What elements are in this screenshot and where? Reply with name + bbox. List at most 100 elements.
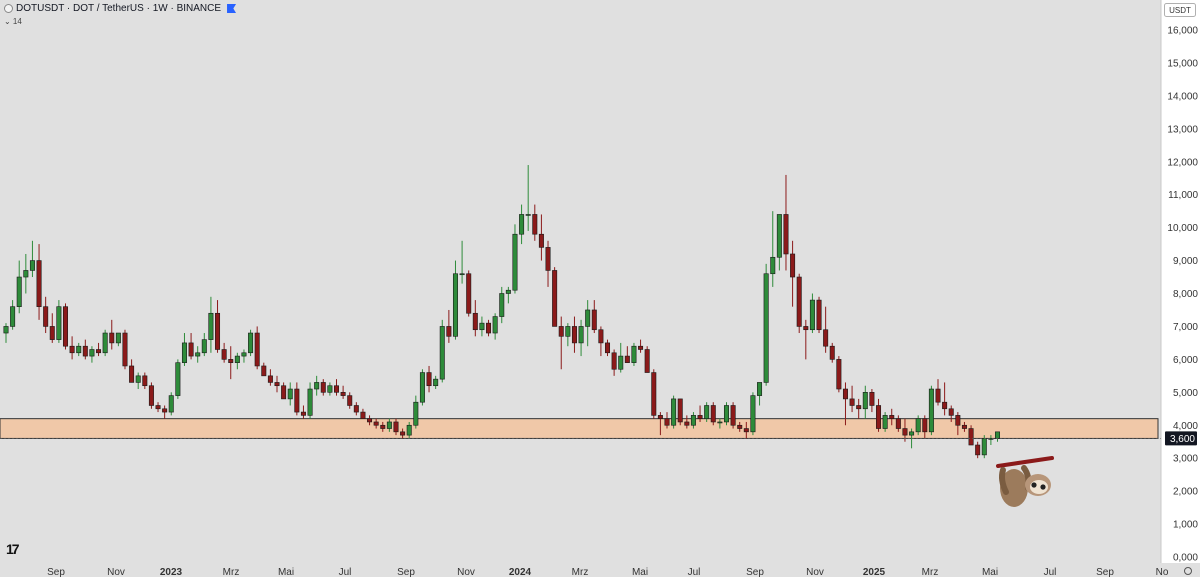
candle[interactable] <box>611 349 617 376</box>
candle[interactable] <box>274 375 280 393</box>
candle[interactable] <box>340 385 346 399</box>
candle[interactable] <box>294 382 300 416</box>
candle[interactable] <box>221 342 227 363</box>
candle[interactable] <box>195 346 201 363</box>
candle[interactable] <box>763 263 769 386</box>
candle[interactable] <box>717 418 723 429</box>
candle[interactable] <box>426 365 432 393</box>
candle[interactable] <box>631 342 637 366</box>
currency-badge[interactable]: USDT <box>1164 3 1196 17</box>
candle[interactable] <box>479 316 485 337</box>
candle[interactable] <box>162 405 168 419</box>
candle[interactable] <box>988 435 994 446</box>
candle[interactable] <box>961 421 967 432</box>
candle[interactable] <box>909 428 915 449</box>
candle[interactable] <box>433 375 439 390</box>
candle[interactable] <box>723 402 729 426</box>
candle[interactable] <box>942 382 948 416</box>
candle[interactable] <box>697 405 703 422</box>
candle[interactable] <box>373 418 379 429</box>
candle[interactable] <box>23 253 29 294</box>
candle[interactable] <box>558 316 564 370</box>
candle[interactable] <box>842 382 848 426</box>
candle[interactable] <box>333 379 339 396</box>
candle[interactable] <box>228 346 234 380</box>
candle[interactable] <box>307 382 313 419</box>
candle[interactable] <box>320 379 326 396</box>
candle[interactable] <box>109 319 115 350</box>
candle[interactable] <box>76 342 82 357</box>
support-zone[interactable] <box>0 418 1159 439</box>
candle[interactable] <box>135 372 141 390</box>
candle[interactable] <box>790 240 796 307</box>
candle[interactable] <box>829 342 835 363</box>
candle[interactable] <box>770 211 776 287</box>
candle[interactable] <box>532 204 538 241</box>
candle[interactable] <box>836 356 842 393</box>
candle[interactable] <box>902 418 908 442</box>
candle[interactable] <box>657 412 663 436</box>
candle[interactable] <box>201 333 207 357</box>
candle[interactable] <box>115 332 121 347</box>
candle[interactable] <box>624 346 630 363</box>
candle[interactable] <box>353 402 359 416</box>
candle[interactable] <box>876 398 882 432</box>
candle[interactable] <box>486 319 492 337</box>
candle[interactable] <box>935 379 941 406</box>
candle[interactable] <box>472 300 478 337</box>
candle[interactable] <box>750 392 756 436</box>
candle[interactable] <box>585 300 591 347</box>
candle[interactable] <box>578 319 584 357</box>
candle[interactable] <box>690 412 696 429</box>
candle[interactable] <box>281 382 287 400</box>
candle[interactable] <box>922 415 928 439</box>
candle[interactable] <box>809 293 815 334</box>
candle[interactable] <box>651 369 657 419</box>
candle[interactable] <box>512 224 518 294</box>
candle[interactable] <box>413 395 419 429</box>
candle[interactable] <box>89 346 95 363</box>
candle[interactable] <box>671 395 677 429</box>
candle[interactable] <box>869 389 875 413</box>
candle[interactable] <box>380 421 386 432</box>
candle[interactable] <box>234 352 240 370</box>
candle[interactable] <box>598 326 604 357</box>
candle[interactable] <box>856 398 862 419</box>
candle[interactable] <box>710 402 716 426</box>
candle[interactable] <box>757 382 763 406</box>
candle[interactable] <box>360 408 366 419</box>
candle[interactable] <box>519 204 525 245</box>
candle[interactable] <box>122 329 128 370</box>
price-axis-background[interactable] <box>1161 0 1200 577</box>
candle[interactable] <box>737 421 743 432</box>
candle[interactable] <box>49 313 55 343</box>
candle[interactable] <box>188 333 194 360</box>
candle[interactable] <box>730 402 736 429</box>
candle[interactable] <box>928 385 934 436</box>
candle[interactable] <box>10 300 16 330</box>
candle[interactable] <box>571 316 577 353</box>
tradingview-logo[interactable]: 17 <box>6 541 20 557</box>
candle[interactable] <box>955 412 961 436</box>
candle[interactable] <box>82 339 88 360</box>
candle[interactable] <box>743 421 749 439</box>
candle[interactable] <box>803 319 809 360</box>
candle[interactable] <box>347 392 353 409</box>
candle[interactable] <box>968 425 974 446</box>
candle[interactable] <box>849 385 855 413</box>
candle[interactable] <box>975 441 981 459</box>
candle[interactable] <box>895 415 901 432</box>
candle[interactable] <box>889 408 895 426</box>
candle[interactable] <box>267 369 273 386</box>
current-price-label[interactable]: 3,600 <box>1165 431 1197 446</box>
candle[interactable] <box>618 342 624 373</box>
candle[interactable] <box>505 286 511 304</box>
candle[interactable] <box>664 412 670 429</box>
candle[interactable] <box>241 349 247 363</box>
candle[interactable] <box>175 359 181 399</box>
settings-gear-icon[interactable] <box>1184 567 1192 575</box>
candle[interactable] <box>552 267 558 327</box>
candle[interactable] <box>419 369 425 406</box>
candle[interactable] <box>915 415 921 436</box>
